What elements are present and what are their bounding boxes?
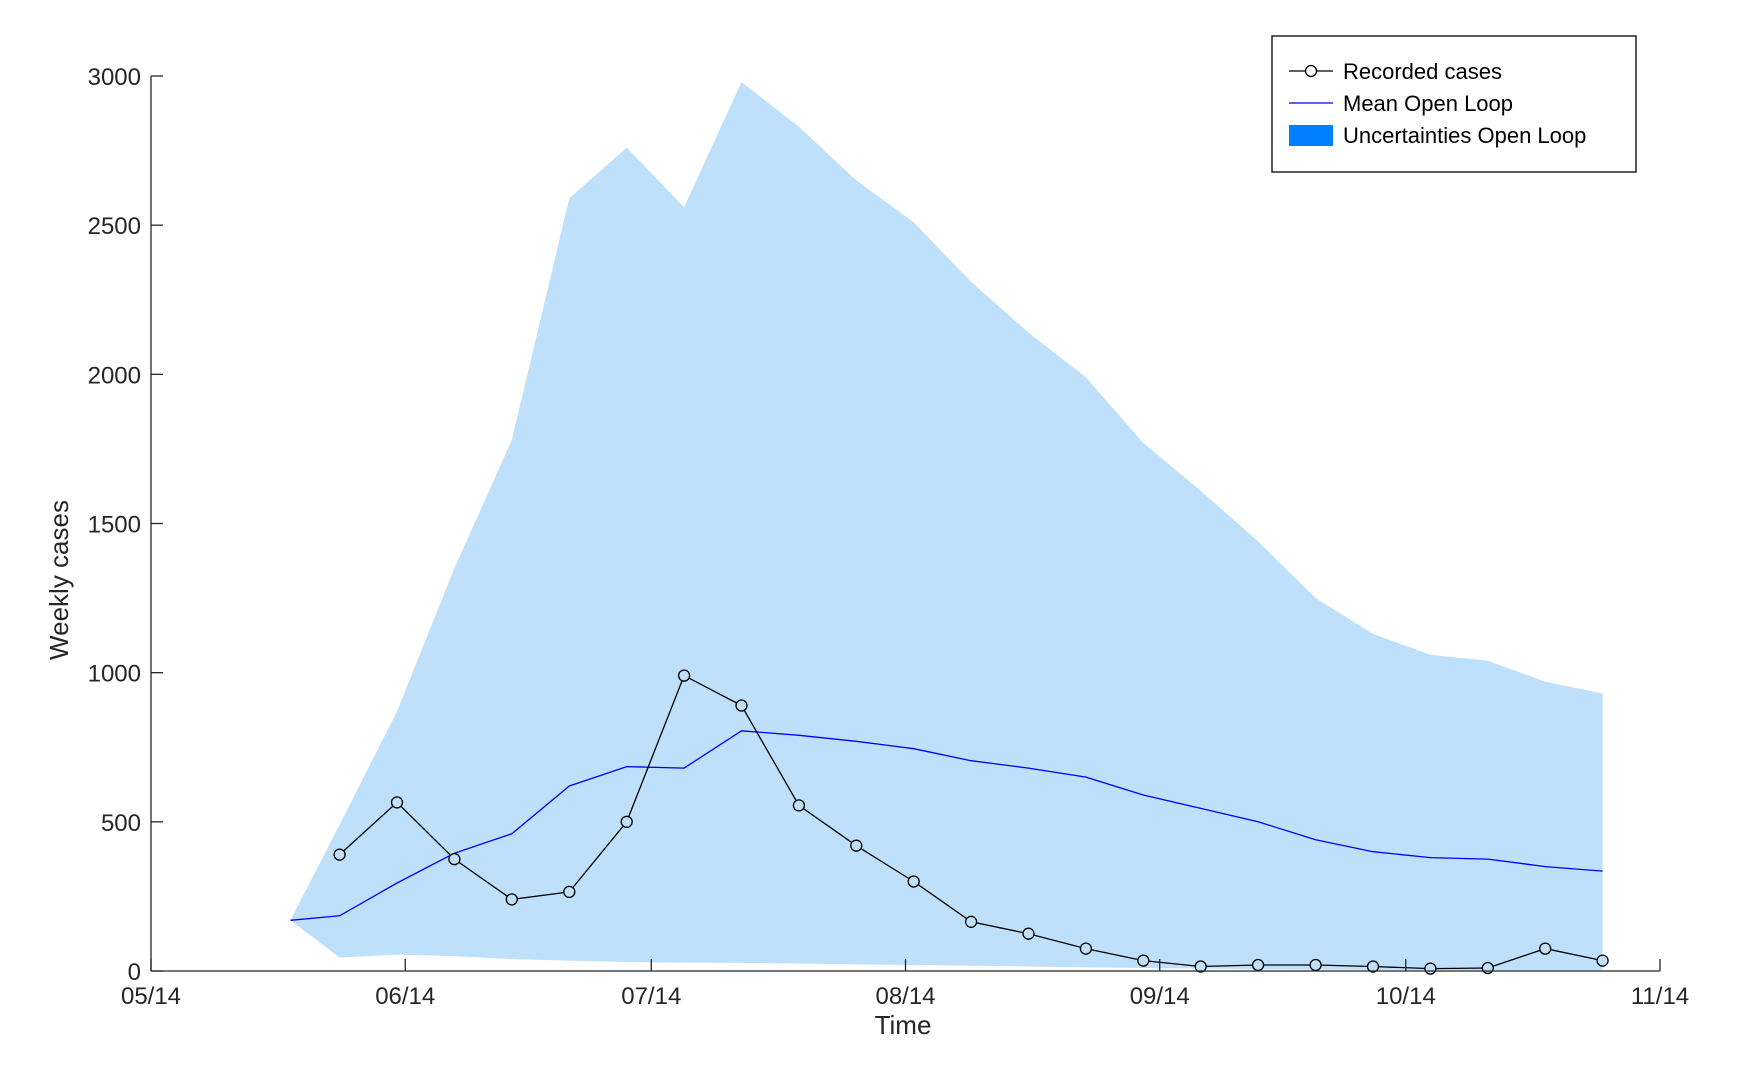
recorded-cases-marker [1481, 961, 1494, 975]
recorded-cases-marker [907, 875, 920, 888]
recorded-cases-marker [1309, 958, 1322, 972]
plot-area [290, 82, 1609, 975]
legend-band-swatch [1289, 125, 1333, 146]
recorded-cases-marker [620, 815, 633, 828]
x-axis-title: Time [875, 1010, 932, 1040]
x-tick-label: 06/14 [375, 983, 435, 1010]
x-tick-label: 11/14 [1631, 983, 1689, 1010]
recorded-cases-marker [563, 885, 576, 899]
legend-band-label: Uncertainties Open Loop [1343, 123, 1586, 148]
recorded-cases-marker [1251, 958, 1265, 972]
recorded-cases-marker [850, 839, 863, 852]
recorded-cases-marker [1596, 954, 1609, 967]
recorded-cases-marker [1424, 962, 1437, 975]
recorded-cases-marker [677, 669, 691, 682]
legend: Recorded cases Mean Open Loop Uncertaint… [1271, 35, 1637, 173]
recorded-cases-marker [792, 799, 806, 812]
axes: 05/14 06/14 07/14 08/14 09/14 10/14 11/14 0 500… [88, 64, 1690, 1010]
y-tick-label: 2500 [88, 213, 141, 240]
recorded-cases-marker [964, 915, 978, 928]
recorded-cases-marker [735, 699, 748, 712]
recorded-cases-marker [505, 893, 518, 906]
mean-open-loop-line [290, 730, 1603, 921]
x-axis-ticks: 05/14 06/14 07/14 08/14 09/14 10/14 11/14 [121, 959, 1689, 1010]
y-tick-label: 0 [128, 959, 141, 986]
recorded-cases-marker [1366, 960, 1380, 973]
legend-recorded-label: Recorded cases [1343, 59, 1502, 84]
recorded-cases-marker [1022, 927, 1035, 940]
y-tick-label: 1000 [88, 661, 141, 688]
y-tick-label: 3000 [88, 64, 141, 91]
recorded-cases-marker [333, 848, 346, 861]
y-axis-ticks: 0 500 1000 1500 2000 2500 3000 [88, 64, 163, 986]
recorded-cases-markers [333, 669, 1609, 975]
y-tick-label: 1500 [88, 512, 141, 539]
recorded-cases-marker [448, 852, 461, 866]
recorded-cases-marker [1079, 942, 1093, 955]
recorded-cases-marker [390, 796, 404, 809]
recorded-cases-marker [1137, 954, 1150, 967]
x-tick-label: 09/14 [1130, 983, 1190, 1010]
y-tick-label: 2000 [88, 362, 141, 389]
y-axis-title: Weekly cases [44, 500, 74, 660]
y-tick-label: 500 [101, 810, 141, 837]
x-tick-label: 08/14 [875, 983, 935, 1010]
legend-mean-label: Mean Open Loop [1343, 91, 1513, 116]
x-tick-label: 07/14 [621, 983, 681, 1010]
recorded-cases-marker [1539, 942, 1552, 955]
x-tick-label: 05/14 [121, 983, 181, 1010]
legend-recorded-swatch-marker [1304, 64, 1318, 78]
recorded-cases-marker [1194, 960, 1207, 973]
legend-box [1271, 35, 1637, 173]
uncertainty-band-area [290, 82, 1603, 971]
x-tick-label: 10/14 [1376, 983, 1436, 1010]
